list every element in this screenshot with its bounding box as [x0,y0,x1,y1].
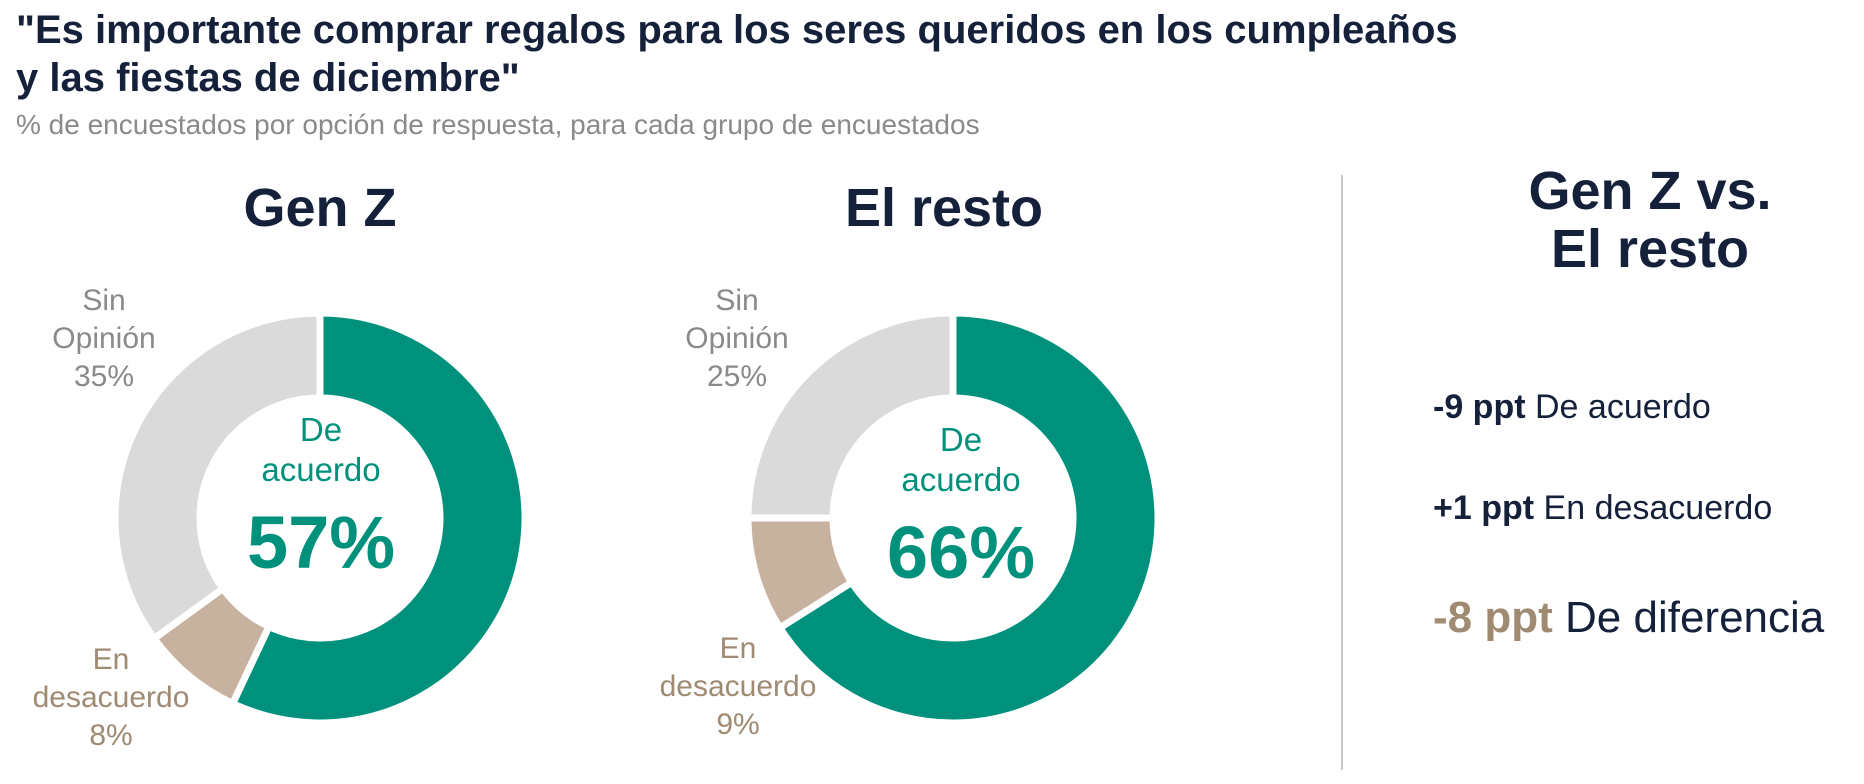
rest-disagree-text-2: desacuerdo [659,670,817,703]
comparison-row-difference: -8 ppt De diferencia [1433,593,1824,643]
genz-no-opinion-value: 35% [73,360,135,393]
comparison-agree-label: De acuerdo [1535,388,1711,426]
rest-no-opinion-text-1: Sin [715,284,759,317]
rest-center-label: De acuerdo 66% [851,420,1071,598]
chart-subtitle: % de encuestados por opción de respuesta… [16,109,980,140]
rest-disagree-text-1: En [719,632,757,665]
rest-center-value: 66% [886,511,1036,594]
rest-disagree-value: 9% [716,708,760,741]
genz-center-text-1: De [299,411,343,448]
genz-disagree-label: En desacuerdo 8% [0,641,231,755]
comparison-title-line-1: Gen Z vs. [1528,161,1772,221]
genz-center-label: De acuerdo 57% [211,410,431,588]
rest-no-opinion-value: 25% [706,360,768,393]
genz-center-text-2: acuerdo [261,451,381,488]
rest-chart-title: El resto [844,178,1044,238]
genz-no-opinion-slice [111,309,324,644]
genz-disagree-text-1: En [92,643,130,676]
title-line-1: "Es importante comprar regalos para los … [16,8,1458,52]
genz-center-value: 57% [246,501,396,584]
comparison-disagree-label: En desacuerdo [1543,489,1773,527]
title-line-2: y las fiestas de diciembre" [16,56,520,100]
genz-chart-title: Gen Z [243,178,397,238]
genz-no-opinion-text-2: Opinión [52,322,156,355]
genz-no-opinion-label: Sin Opinión 35% [0,282,224,396]
rest-no-opinion-text-2: Opinión [685,322,789,355]
vertical-divider [1341,175,1343,770]
comparison-difference-label: De diferencia [1565,593,1825,642]
rest-no-opinion-label: Sin Opinión 25% [617,282,857,396]
comparison-agree-value: -9 ppt [1433,388,1526,426]
chart-title: "Es importante comprar regalos para los … [16,6,1616,102]
comparison-disagree-value: +1 ppt [1433,489,1535,527]
comparison-title-line-2: El resto [1550,219,1750,279]
rest-center-text-1: De [939,421,983,458]
comparison-row-agree: -9 ppt De acuerdo [1433,388,1711,427]
comparison-row-disagree: +1 ppt En desacuerdo [1433,489,1772,528]
rest-center-text-2: acuerdo [901,461,1021,498]
comparison-title: Gen Z vs. El resto [1440,162,1860,278]
comparison-difference-value: -8 ppt [1433,593,1553,642]
rest-disagree-label: En desacuerdo 9% [618,630,858,744]
genz-no-opinion-text-1: Sin [82,284,126,317]
rest-agree-slice [775,309,1162,727]
rest-no-opinion-slice [744,309,957,522]
genz-disagree-value: 8% [89,719,133,752]
genz-disagree-text-2: desacuerdo [32,681,190,714]
genz-agree-slice [228,309,529,727]
